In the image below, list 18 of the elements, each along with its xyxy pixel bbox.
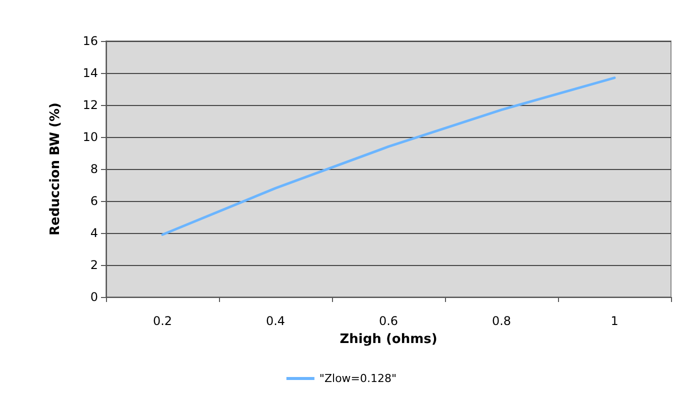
y-tick-label: 10: [82, 130, 98, 144]
x-tick-label: 0.8: [492, 314, 512, 328]
y-axis-title: Reduccion BW (%): [48, 102, 63, 236]
legend-label: "Zlow=0.128": [319, 372, 397, 385]
y-tick-label: 12: [82, 98, 98, 112]
line-series: [161, 76, 616, 236]
x-tick-label: 0.6: [378, 314, 398, 328]
y-tick-label: 2: [90, 258, 98, 272]
x-tick-label: 0.4: [266, 314, 286, 328]
y-tick-label: 14: [82, 66, 98, 80]
y-tick-label: 16: [82, 34, 98, 48]
y-tick-label: 0: [90, 290, 98, 304]
y-tick-label: 6: [90, 194, 98, 208]
x-tick-label: 1: [610, 314, 618, 328]
y-tick-label: 8: [90, 162, 98, 176]
y-tick-label: 4: [90, 226, 98, 240]
x-axis-title: Zhigh (ohms): [340, 332, 438, 347]
x-tick-label: 0.2: [152, 314, 172, 328]
